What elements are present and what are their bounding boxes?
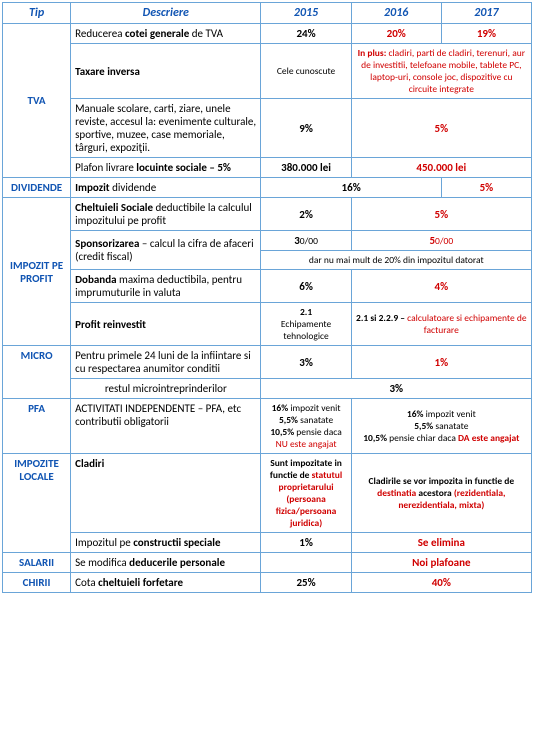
cell: 30/00 — [261, 231, 351, 251]
cell: 25% — [261, 573, 351, 593]
desc: Manuale scolare, carti, ziare, unele rev… — [71, 99, 261, 158]
cell: 16% — [261, 178, 441, 198]
cell: 2.1 si 2.2.9 – calculatoare si echipamen… — [351, 303, 531, 346]
h-2016: 2016 — [351, 3, 441, 24]
table-row: IMPOZIT PE PROFIT Cheltuieli Sociale ded… — [3, 198, 532, 231]
cell: Se elimina — [351, 533, 531, 553]
table-row: Plafon livrare locuinte sociale – 5% 380… — [3, 158, 532, 178]
desc: Reducerea cotei generale de TVA — [71, 24, 261, 44]
cell: 16% impozit venit 5,5% sanatate 10,5% pe… — [351, 399, 531, 454]
desc: Cheltuieli Sociale deductibile la calcul… — [71, 198, 261, 231]
cell: Sunt impozitate in functie de statutul p… — [261, 454, 351, 533]
tip-salarii: SALARII — [3, 553, 71, 573]
h-tip: Tip — [3, 3, 71, 24]
desc: Pentru primele 24 luni de la infiintare … — [71, 346, 261, 379]
table-row: Taxare inversa Cele cunoscute In plus: c… — [3, 44, 532, 99]
cell: 9% — [261, 99, 351, 158]
table-row: Manuale scolare, carti, ziare, unele rev… — [3, 99, 532, 158]
cell: 4% — [351, 270, 531, 303]
cell: 3% — [261, 379, 532, 399]
cell: 2% — [261, 198, 351, 231]
table-row: Impozitul pe constructii speciale 1% Se … — [3, 533, 532, 553]
cell: 1% — [261, 533, 351, 553]
cell: 5% — [441, 178, 531, 198]
cell — [261, 553, 351, 573]
desc: Se modifica deducerile personale — [71, 553, 261, 573]
cell: Cladirile se vor impozita in functie de … — [351, 454, 531, 533]
cell: 20% — [351, 24, 441, 44]
table-row: CHIRII Cota cheltuieli forfetare 25% 40% — [3, 573, 532, 593]
desc: Impozit dividende — [71, 178, 261, 198]
tip-dividende: DIVIDENDE — [3, 178, 71, 198]
table-row: Dobanda maxima deductibila, pentru impru… — [3, 270, 532, 303]
cell: Noi plafoane — [351, 553, 531, 573]
cell: 50/00 — [351, 231, 531, 251]
desc: Cota cheltuieli forfetare — [71, 573, 261, 593]
table-row: SALARII Se modifica deducerile personale… — [3, 553, 532, 573]
tip-chirii: CHIRII — [3, 573, 71, 593]
desc: ACTIVITATI INDEPENDENTE – PFA, etc contr… — [71, 399, 261, 454]
cell: 2.1Echipamente tehnologice — [261, 303, 351, 346]
desc: Impozitul pe constructii speciale — [71, 533, 261, 553]
tip-locale: IMPOZITE LOCALE — [3, 454, 71, 553]
cell: dar nu mai mult de 20% din impozitul dat… — [261, 251, 532, 270]
cell: 3% — [261, 346, 351, 379]
tip-tva: TVA — [3, 24, 71, 178]
table-row: Sponsorizarea – calcul la cifra de aface… — [3, 231, 532, 251]
table-row: Profit reinvestit 2.1Echipamente tehnolo… — [3, 303, 532, 346]
cell: 450.000 lei — [351, 158, 531, 178]
cell: 6% — [261, 270, 351, 303]
table-row: restul microintreprinderilor 3% — [3, 379, 532, 399]
h-desc: Descriere — [71, 3, 261, 24]
desc: Taxare inversa — [71, 44, 261, 99]
tax-table: Tip Descriere 2015 2016 2017 TVA Reducer… — [2, 2, 532, 593]
h-2015: 2015 — [261, 3, 351, 24]
desc: restul microintreprinderilor — [71, 379, 261, 399]
tip-profit: IMPOZIT PE PROFIT — [3, 198, 71, 346]
table-row: MICRO Pentru primele 24 luni de la infii… — [3, 346, 532, 379]
table-row: IMPOZITE LOCALE Cladiri Sunt impozitate … — [3, 454, 532, 533]
table-row: PFA ACTIVITATI INDEPENDENTE – PFA, etc c… — [3, 399, 532, 454]
desc: Plafon livrare locuinte sociale – 5% — [71, 158, 261, 178]
cell: 19% — [441, 24, 531, 44]
cell: 1% — [351, 346, 531, 379]
h-2017: 2017 — [441, 3, 531, 24]
cell: 40% — [351, 573, 531, 593]
cell: Cele cunoscute — [261, 44, 351, 99]
table-row: TVA Reducerea cotei generale de TVA 24% … — [3, 24, 532, 44]
table-row: DIVIDENDE Impozit dividende 16% 5% — [3, 178, 532, 198]
desc: Sponsorizarea – calcul la cifra de aface… — [71, 231, 261, 270]
cell: 16% impozit venit 5,5% sanatate 10,5% pe… — [261, 399, 351, 454]
cell: 5% — [351, 99, 531, 158]
desc: Cladiri — [71, 454, 261, 533]
cell: In plus: cladiri, parti de cladiri, tere… — [351, 44, 531, 99]
tip-micro: MICRO — [3, 346, 71, 399]
header-row: Tip Descriere 2015 2016 2017 — [3, 3, 532, 24]
cell: 380.000 lei — [261, 158, 351, 178]
cell: 5% — [351, 198, 531, 231]
desc: Dobanda maxima deductibila, pentru impru… — [71, 270, 261, 303]
tip-pfa: PFA — [3, 399, 71, 454]
desc: Profit reinvestit — [71, 303, 261, 346]
cell: 24% — [261, 24, 351, 44]
